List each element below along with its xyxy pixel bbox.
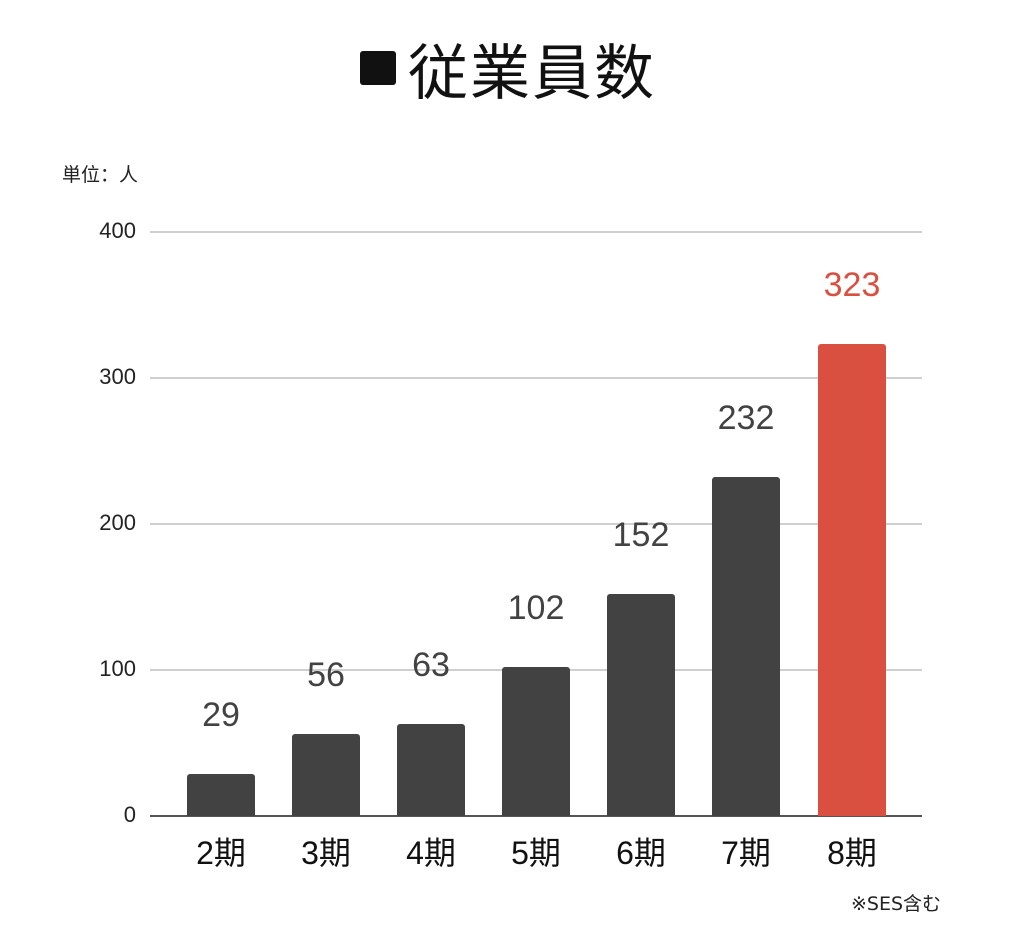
- value-label: 56: [307, 656, 345, 695]
- x-tick-label: 2期: [196, 835, 246, 871]
- y-tick-label: 200: [99, 510, 136, 535]
- gridline: [150, 523, 922, 525]
- value-label: 323: [823, 266, 881, 305]
- y-tick-label: 0: [123, 802, 136, 827]
- x-tick-label: 7期: [721, 835, 771, 871]
- y-tick-label: 100: [99, 656, 136, 681]
- chart-title-text: 従業員数: [408, 38, 656, 109]
- unit-label: 単位：人: [62, 164, 139, 186]
- square-bullet-icon: [360, 51, 396, 85]
- bar-8期: [818, 344, 886, 816]
- bar-7期: [712, 477, 780, 816]
- bar-2期: [187, 773, 255, 816]
- x-tick-label: 6期: [616, 835, 666, 871]
- chart-title: 従業員数: [0, 28, 1016, 109]
- gridline: [150, 377, 922, 379]
- y-tick-label: 300: [99, 364, 136, 389]
- x-tick-label: 5期: [511, 835, 561, 871]
- gridline: [150, 231, 922, 233]
- x-tick-label: 3期: [301, 835, 351, 871]
- value-label: 29: [202, 695, 240, 734]
- value-label: 63: [412, 646, 450, 685]
- footnote: ※SES含む: [851, 893, 942, 915]
- bar-6期: [607, 594, 675, 816]
- x-axis-line: [150, 815, 922, 817]
- value-label: 232: [717, 399, 775, 438]
- y-tick-label: 400: [99, 218, 136, 243]
- bar-5期: [502, 667, 570, 816]
- value-label: 102: [507, 589, 565, 628]
- x-tick-label: 4期: [406, 835, 456, 871]
- bar-3期: [292, 734, 360, 816]
- x-tick-label: 8期: [827, 835, 877, 871]
- bar-4期: [397, 724, 465, 816]
- value-label: 152: [612, 516, 670, 555]
